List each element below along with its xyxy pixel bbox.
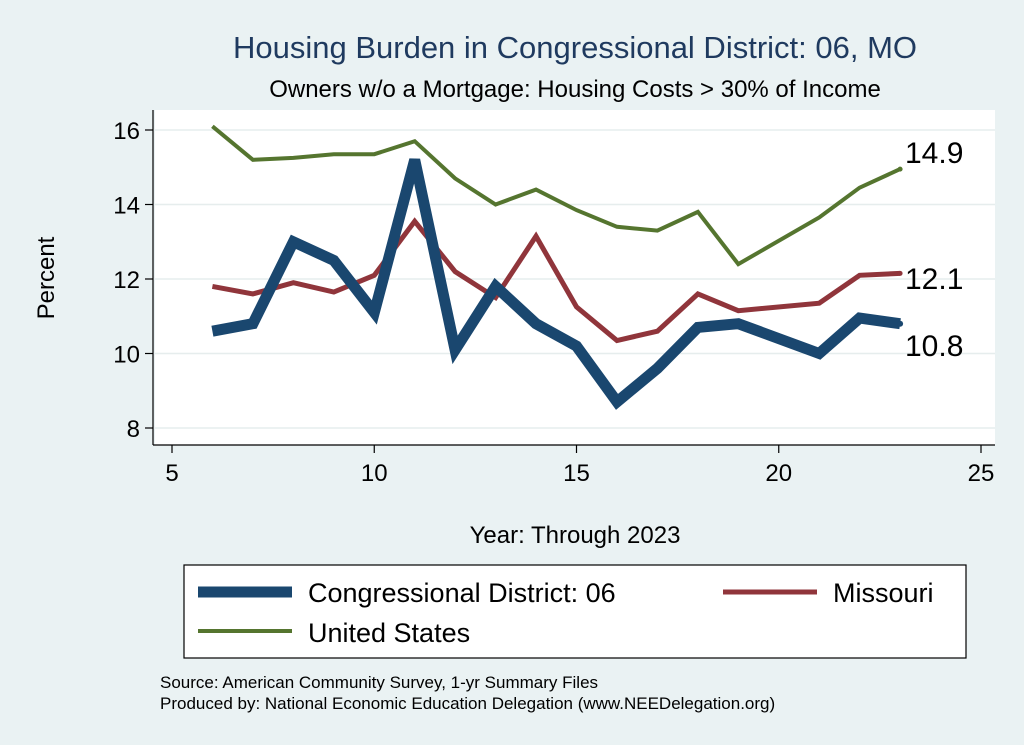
series-line-district (211, 158, 901, 410)
x-tick-label: 15 (563, 460, 590, 487)
source-note: Source: American Community Survey, 1-yr … (160, 673, 598, 692)
x-tick-label: 10 (361, 460, 388, 487)
legend-label-united-states: United States (308, 618, 470, 648)
y-tick-label: 8 (127, 416, 140, 443)
legend-label-missouri: Missouri (833, 578, 934, 608)
series-end-point (897, 166, 903, 172)
series-line-missouri (211, 217, 901, 344)
legend (183, 564, 967, 659)
end-labels: 10.8 12.1 14.9 (905, 137, 963, 363)
end-label: 12.1 (905, 263, 963, 296)
series-end-point (897, 320, 904, 327)
series-line-united-states (211, 124, 901, 267)
y-axis-title: Percent (33, 236, 60, 319)
y-tick-label: 12 (113, 267, 140, 294)
producer-note: Produced by: National Economic Education… (160, 694, 775, 713)
end-label: 10.8 (905, 330, 963, 363)
y-tick-label: 16 (113, 118, 140, 145)
series-end-point (897, 270, 903, 276)
legend-label-district: Congressional District: 06 (308, 578, 616, 608)
y-axis: 8 10 12 14 16 (113, 118, 153, 443)
y-tick-label: 14 (113, 193, 140, 220)
y-tick-label: 10 (113, 342, 140, 369)
x-axis: 5 10 15 20 25 (165, 445, 994, 487)
end-label: 14.9 (905, 137, 963, 170)
series-lines (211, 124, 904, 410)
x-tick-label: 25 (968, 460, 995, 487)
x-tick-label: 20 (765, 460, 792, 487)
chart-title: Housing Burden in Congressional District… (233, 30, 917, 65)
chart-subtitle: Owners w/o a Mortgage: Housing Costs > 3… (269, 76, 881, 103)
x-tick-label: 5 (165, 460, 178, 487)
x-axis-title: Year: Through 2023 (470, 522, 681, 549)
